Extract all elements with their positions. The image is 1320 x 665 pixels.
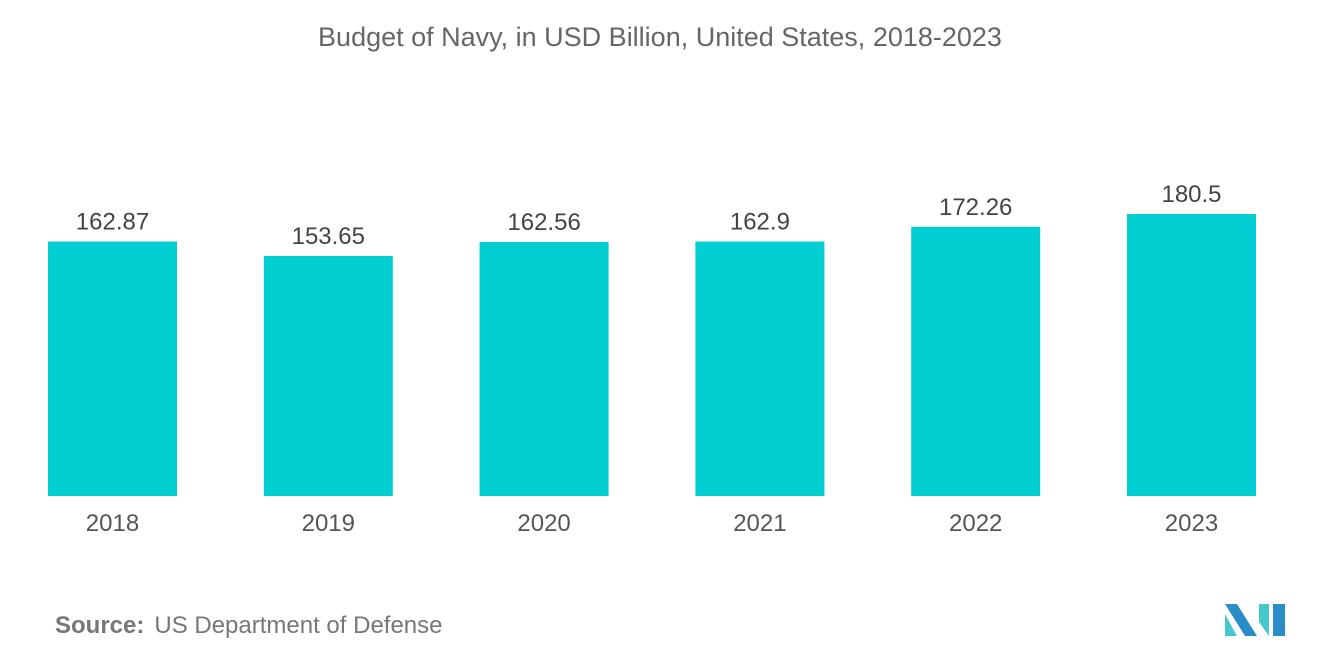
data-label: 153.65 xyxy=(292,223,365,250)
x-tick-label: 2019 xyxy=(302,510,355,537)
bar-2020 xyxy=(479,242,609,496)
bar-2018 xyxy=(48,241,177,496)
x-tick-label: 2022 xyxy=(949,510,1002,537)
x-tick-label: 2021 xyxy=(733,510,786,537)
source-note: Source: US Department of Defense xyxy=(55,612,443,640)
data-label: 162.56 xyxy=(507,209,580,236)
data-label: 162.9 xyxy=(730,208,790,235)
data-label: 162.87 xyxy=(76,209,149,236)
bar-2022 xyxy=(911,226,1041,496)
chart-title: Budget of Navy, in USD Billion, United S… xyxy=(318,22,1002,52)
source-label: Source: xyxy=(55,612,145,639)
data-label: 172.26 xyxy=(939,194,1012,221)
brand-logo xyxy=(1225,604,1285,636)
bar-2019 xyxy=(263,255,393,496)
data-label: 180.5 xyxy=(1161,181,1221,208)
x-tick-label: 2023 xyxy=(1165,510,1218,537)
bar-2021 xyxy=(695,241,825,496)
source-text: US Department of Defense xyxy=(154,612,443,639)
bar-2023 xyxy=(1127,214,1256,496)
x-tick-label: 2018 xyxy=(86,510,139,537)
x-tick-label: 2020 xyxy=(517,510,570,537)
